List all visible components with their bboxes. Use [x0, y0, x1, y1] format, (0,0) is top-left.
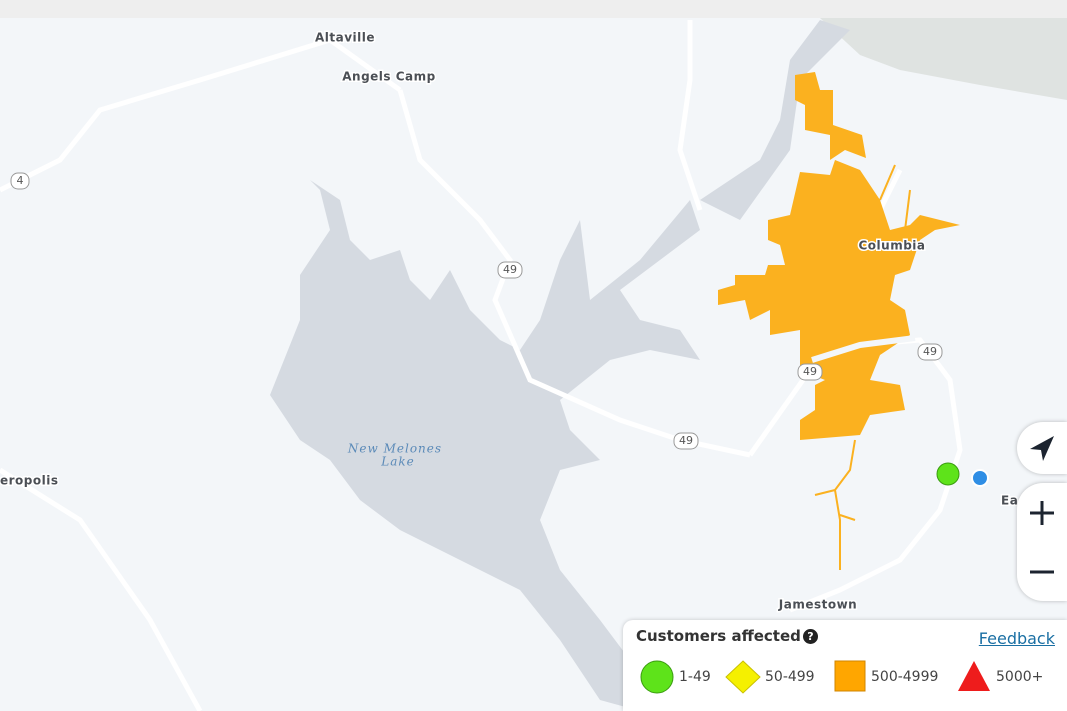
road-shield: [673, 432, 699, 450]
user-location: [971, 469, 989, 487]
road-shield-label: 4: [17, 174, 24, 187]
road-shield-label: 49: [679, 434, 693, 447]
place-label: Altaville: [315, 31, 375, 45]
locate-button[interactable]: [1017, 422, 1067, 474]
river: [700, 20, 850, 220]
outage-trace: [814, 164, 911, 570]
outage-area: [795, 72, 866, 160]
road-shield: [917, 343, 943, 361]
place-label: Ea: [1001, 494, 1018, 508]
terrain: [820, 18, 1067, 100]
road-shield-label: 49: [803, 365, 817, 378]
lake-label: Lake: [380, 455, 415, 469]
legend-item: 500-4999: [871, 669, 939, 685]
symbol-red: [958, 661, 990, 691]
feedback-link[interactable]: Feedback: [978, 629, 1055, 648]
legend-item: 5000+: [996, 669, 1044, 685]
legend-title: Customers affected: [636, 627, 801, 645]
road: [811, 335, 916, 363]
zoom-icons[interactable]: [1017, 483, 1067, 601]
help-icon[interactable]: ?: [803, 629, 818, 644]
top-bar: [0, 0, 1067, 18]
place-label: eropolis: [0, 474, 59, 488]
road-shield: [497, 261, 523, 279]
lake-shape: [270, 145, 700, 711]
place-label: Angels Camp: [342, 70, 436, 84]
legend-item: 50-499: [765, 669, 815, 685]
place-label: Jamestown: [778, 598, 857, 612]
road-shield-label: 49: [923, 345, 937, 358]
symbol-orange: [834, 660, 866, 692]
legend-symbols: [640, 660, 990, 694]
road-shield: [797, 363, 823, 381]
symbol-yellow: [725, 660, 761, 694]
locate-icon: [1030, 436, 1054, 461]
road-shield: [10, 172, 30, 190]
legend: Customers affected ? Feedback 1-49 50-49…: [623, 620, 1067, 711]
outage-area: [718, 160, 960, 440]
lake-label: New Melones: [347, 442, 442, 456]
road-shield-label: 49: [503, 263, 517, 276]
symbol-green: [640, 660, 674, 694]
zoom-controls: [1017, 483, 1067, 601]
labels: Altaville Angels Camp Columbia Jamestown ero…: [0, 29, 1019, 613]
place-label: Columbia: [858, 239, 925, 253]
legend-item: 1-49: [679, 669, 711, 685]
outage-marker-small[interactable]: [936, 462, 960, 486]
